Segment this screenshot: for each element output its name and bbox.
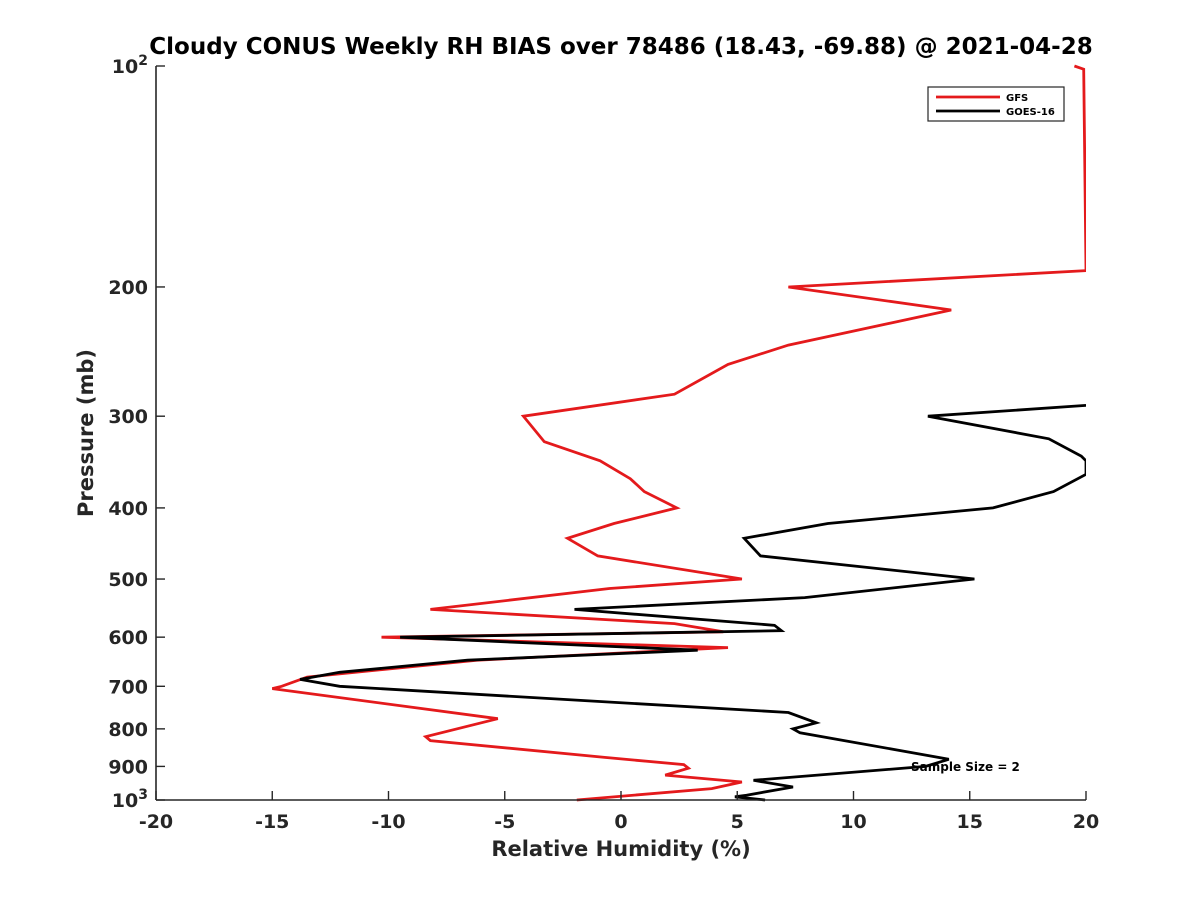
- y-tick-label: 900: [108, 756, 148, 778]
- y-tick-label: 500: [108, 569, 148, 591]
- x-tick-label: 15: [957, 811, 983, 833]
- x-tick-label: -20: [139, 811, 173, 833]
- y-tick-label: 300: [108, 406, 148, 428]
- y-tick-label: 102: [112, 53, 148, 78]
- y-tick-label: 800: [108, 719, 148, 741]
- x-tick-label: -5: [494, 811, 515, 833]
- legend-entry-label: GFS: [1006, 93, 1028, 104]
- legend-entry-label: GOES-16: [1006, 107, 1055, 118]
- x-tick-label: 5: [731, 811, 744, 833]
- plot-lines: [271, 64, 1086, 802]
- y-tick-label: 200: [108, 277, 148, 299]
- y-tick-label: 400: [108, 498, 148, 520]
- x-axis-ticks: -20 -15 -10 -5 0 5 10 15 20: [139, 791, 1099, 833]
- x-tick-label: 0: [614, 811, 627, 833]
- axes: [155, 66, 1086, 801]
- y-tick-label: 700: [108, 676, 148, 698]
- x-tick-label: -15: [255, 811, 289, 833]
- x-axis-title: Relative Humidity (%): [491, 837, 750, 861]
- y-axis-title: Pressure (mb): [74, 349, 98, 517]
- chart-title: Cloudy CONUS Weekly RH BIAS over 78486 (…: [149, 34, 1092, 60]
- x-tick-label: 20: [1073, 811, 1099, 833]
- x-tick-label: 10: [840, 811, 866, 833]
- x-tick-label: -10: [371, 811, 405, 833]
- legend: GFS GOES-16: [927, 86, 1065, 122]
- series-line-goes16: [299, 404, 1086, 802]
- y-tick-label: 103: [112, 787, 148, 812]
- y-tick-label: 600: [108, 627, 148, 649]
- sample-size-annotation: Sample Size = 2: [911, 760, 1020, 774]
- series-line-gfs: [271, 64, 1086, 802]
- legend-box: [927, 86, 1065, 122]
- y-axis-ticks: 102 200 300 400 500 600 700 800 900 103: [108, 53, 165, 812]
